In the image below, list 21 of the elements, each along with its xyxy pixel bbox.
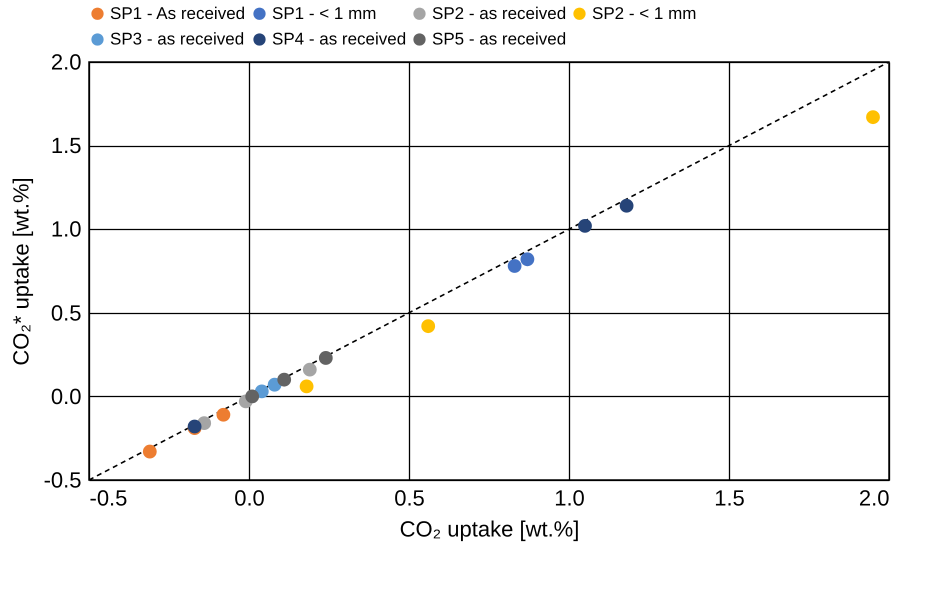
y-tick-label: 0.5: [50, 300, 82, 326]
legend-label: SP2 - as received: [432, 4, 566, 23]
legend-label: SP5 - as received: [432, 30, 566, 48]
legend-label: SP1 - As received: [110, 4, 246, 23]
x-tick-label: 0.0: [234, 486, 265, 510]
x-tick-label: 1.5: [714, 486, 745, 510]
legend-label: SP1 - < 1 mm: [272, 4, 376, 23]
y-tick-label: 2.0: [50, 50, 82, 74]
y-tick-label: 0.0: [50, 384, 82, 409]
x-axis-title: CO₂ uptake [wt.%]: [400, 516, 580, 542]
x-tick-label: -0.5: [90, 486, 128, 510]
y-tick-label: -0.5: [44, 468, 82, 492]
y-tick-label: 1.5: [50, 133, 82, 158]
x-tick-label: 1.0: [554, 486, 585, 510]
x-tick-label: 0.5: [394, 486, 425, 510]
legend-label: SP4 - as received: [272, 30, 406, 48]
y-tick-label: 1.0: [50, 216, 82, 242]
y-axis-title: CO₂* uptake [wt.%]: [8, 177, 34, 366]
x-tick-label: 2.0: [858, 486, 890, 510]
legend-label: SP3 - as received: [110, 30, 244, 48]
legend-label: SP2 - < 1 mm: [592, 4, 696, 23]
